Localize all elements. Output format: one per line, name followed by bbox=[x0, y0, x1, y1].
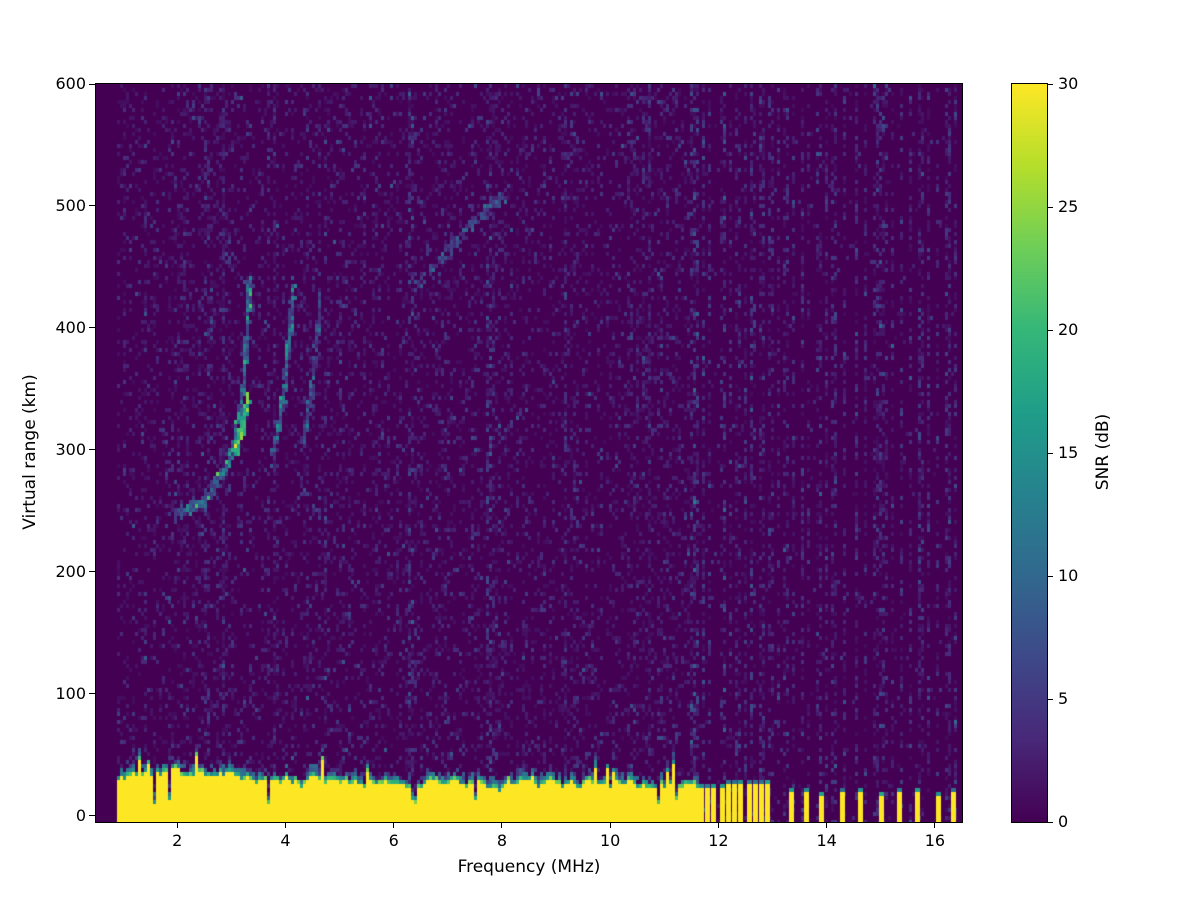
colorbar bbox=[1011, 83, 1048, 823]
y-tick-label: 100 bbox=[55, 683, 86, 703]
colorbar-tick-label: 5 bbox=[1058, 689, 1069, 708]
y-tick-mark bbox=[89, 815, 96, 817]
colorbar-tick-mark bbox=[1047, 83, 1053, 85]
y-tick-mark bbox=[89, 449, 96, 451]
x-tick-label: 2 bbox=[172, 831, 183, 850]
y-tick-label: 0 bbox=[75, 805, 86, 825]
colorbar-tick-mark bbox=[1047, 575, 1053, 577]
y-tick-mark bbox=[89, 83, 96, 85]
y-tick-mark bbox=[89, 327, 96, 329]
x-tick-label: 10 bbox=[600, 831, 621, 850]
colorbar-tick-label: 25 bbox=[1058, 197, 1079, 216]
y-tick-label: 300 bbox=[55, 439, 86, 459]
x-tick-label: 14 bbox=[816, 831, 837, 850]
y-tick-label: 200 bbox=[55, 561, 86, 581]
y-tick-mark bbox=[89, 571, 96, 573]
colorbar-tick-label: 0 bbox=[1058, 812, 1069, 831]
y-tick-label: 600 bbox=[55, 74, 86, 93]
heatmap-plot bbox=[95, 83, 963, 823]
y-axis-label: Virtual range (km) bbox=[20, 374, 40, 530]
y-tick-label: 500 bbox=[55, 195, 86, 215]
y-tick-mark bbox=[89, 205, 96, 207]
x-tick-label: 4 bbox=[280, 831, 291, 850]
x-axis-label: Frequency (MHz) bbox=[457, 857, 601, 877]
x-tick-mark bbox=[284, 822, 286, 828]
x-tick-mark bbox=[501, 822, 503, 828]
colorbar-tick-mark bbox=[1047, 206, 1053, 208]
x-tick-mark bbox=[934, 822, 936, 828]
x-tick-label: 8 bbox=[496, 831, 508, 850]
x-tick-mark bbox=[717, 822, 719, 828]
x-tick-mark bbox=[393, 822, 395, 828]
colorbar-tick-mark bbox=[1047, 698, 1053, 700]
ionogram-heatmap-canvas bbox=[96, 84, 962, 822]
colorbar-tick-mark bbox=[1047, 452, 1053, 454]
colorbar-tick-mark bbox=[1047, 821, 1053, 823]
y-tick-label: 400 bbox=[55, 317, 86, 337]
colorbar-tick-label: 20 bbox=[1058, 320, 1079, 339]
x-tick-mark bbox=[826, 822, 828, 828]
x-tick-mark bbox=[609, 822, 611, 828]
colorbar-tick-label: 10 bbox=[1058, 566, 1079, 585]
x-tick-label: 16 bbox=[924, 831, 946, 850]
colorbar-gradient-canvas bbox=[1012, 84, 1047, 822]
x-tick-label: 12 bbox=[708, 831, 729, 850]
x-tick-mark bbox=[176, 822, 178, 828]
colorbar-tick-label: 30 bbox=[1058, 74, 1079, 93]
x-tick-label: 6 bbox=[388, 831, 399, 850]
colorbar-label: SNR (dB) bbox=[1093, 413, 1113, 491]
colorbar-tick-mark bbox=[1047, 329, 1053, 331]
y-tick-mark bbox=[89, 693, 96, 695]
colorbar-tick-label: 15 bbox=[1058, 443, 1079, 462]
